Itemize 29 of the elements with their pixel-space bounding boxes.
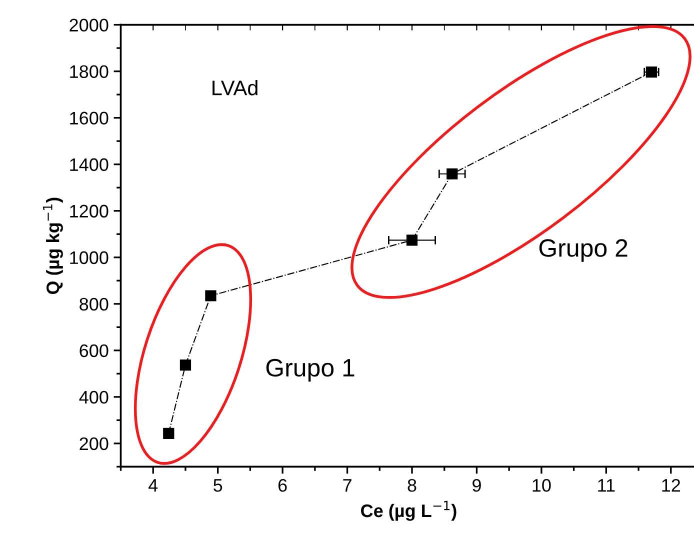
annotation: Grupo 1 bbox=[266, 358, 354, 382]
y-tick-label: 1600 bbox=[70, 112, 108, 125]
y-axis-title: Q (µg kg$^{−1}$) bbox=[43, 198, 63, 294]
x-tick-label: 5 bbox=[214, 479, 222, 492]
x-tick-label: 10 bbox=[532, 478, 551, 492]
point bbox=[446, 168, 458, 180]
y-tick-label: 200 bbox=[80, 437, 108, 450]
point bbox=[163, 428, 174, 439]
x-tick-label: 12 bbox=[662, 478, 680, 492]
y-tick-label: 600 bbox=[80, 344, 108, 358]
x-tick-label: 7 bbox=[343, 479, 352, 492]
y-tick-label: 1200 bbox=[70, 204, 108, 218]
point bbox=[406, 234, 418, 246]
x-tick-label: 9 bbox=[472, 478, 481, 492]
annotation: Grupo 2 bbox=[539, 239, 628, 262]
x-tick-label: 11 bbox=[598, 479, 615, 492]
y-tick-label: 2000 bbox=[70, 18, 108, 32]
x-axis-title: Ce (µg L$^{−1}$) bbox=[361, 500, 456, 521]
x-tick-label: 6 bbox=[278, 478, 287, 492]
y-tick-label: 800 bbox=[80, 298, 108, 311]
annotation: LVAd bbox=[212, 80, 258, 96]
x-tick-label: 8 bbox=[408, 478, 416, 492]
point bbox=[180, 360, 192, 371]
y-tick-label: 1400 bbox=[70, 158, 108, 172]
x-tick-label: 4 bbox=[148, 479, 158, 492]
y-tick-label: 400 bbox=[79, 390, 108, 404]
y-tick-label: 1800 bbox=[70, 65, 108, 78]
y-tick-label: 1000 bbox=[70, 251, 108, 264]
point bbox=[205, 290, 216, 302]
